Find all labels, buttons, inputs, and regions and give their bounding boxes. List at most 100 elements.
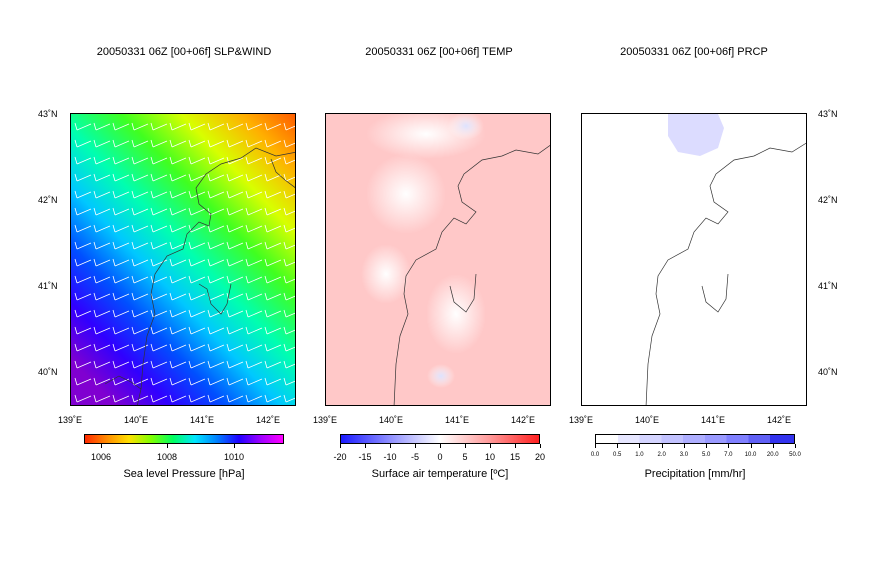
wind-barb xyxy=(93,139,111,148)
coastline xyxy=(393,144,550,405)
wind-barb xyxy=(131,190,149,199)
wind-barb xyxy=(74,190,92,199)
wind-barb xyxy=(131,360,149,369)
wind-barb xyxy=(74,377,92,386)
wind-barb xyxy=(131,394,149,403)
wind-barb xyxy=(245,275,263,284)
wind-barb xyxy=(74,122,92,131)
slp-tick-1010: 1010 xyxy=(223,452,245,462)
lon-label-142-p1: 142˚E xyxy=(255,415,281,425)
wind-barb xyxy=(264,173,282,182)
wind-barb xyxy=(169,190,187,199)
wind-barb xyxy=(112,275,130,284)
wind-barb xyxy=(264,343,282,352)
wind-barb xyxy=(188,360,206,369)
wind-barb xyxy=(283,377,295,386)
wind-barb xyxy=(93,292,111,301)
wind-barb xyxy=(283,156,295,165)
wind-barb xyxy=(74,360,92,369)
wind-barb xyxy=(112,190,130,199)
wind-barb xyxy=(188,139,206,148)
wind-barb xyxy=(245,377,263,386)
temperature-field xyxy=(326,114,550,405)
lon-label-139-p2: 139˚E xyxy=(312,415,338,425)
slp-field xyxy=(71,114,295,405)
lat-label-42-left: 42˚N xyxy=(38,195,58,205)
wind-barb xyxy=(264,258,282,267)
wind-barb xyxy=(131,309,149,318)
wind-barb xyxy=(131,139,149,148)
wind-barb xyxy=(150,156,168,165)
panel-title-temp: 20050331 06Z [00+06f] TEMP xyxy=(365,46,513,58)
wind-barb xyxy=(169,377,187,386)
wind-barb xyxy=(169,309,187,318)
lon-label-141-p2: 141˚E xyxy=(444,415,470,425)
wind-barb xyxy=(112,122,130,131)
wind-barb xyxy=(264,190,282,199)
lon-label-139-p1: 139˚E xyxy=(57,415,83,425)
wind-barb xyxy=(226,360,244,369)
temperature-tick: 10 xyxy=(484,452,496,462)
wind-barb xyxy=(207,190,225,199)
slp-tick-1008: 1008 xyxy=(156,452,178,462)
wind-barb xyxy=(74,343,92,352)
wind-barb xyxy=(131,173,149,182)
wind-barb xyxy=(74,309,92,318)
wind-barb xyxy=(150,258,168,267)
wind-barb xyxy=(169,207,187,216)
lon-label-140-p3: 140˚E xyxy=(634,415,660,425)
wind-barb xyxy=(226,258,244,267)
wind-barb xyxy=(283,326,295,335)
precipitation-area xyxy=(668,114,724,156)
wind-barb xyxy=(112,139,130,148)
wind-barb xyxy=(169,343,187,352)
wind-barb xyxy=(226,224,244,233)
temperature-tick: 20 xyxy=(534,452,546,462)
wind-barb xyxy=(207,156,225,165)
wind-barb xyxy=(226,190,244,199)
wind-barb xyxy=(226,275,244,284)
wind-barb xyxy=(150,173,168,182)
wind-barb xyxy=(169,224,187,233)
wind-barb xyxy=(74,326,92,335)
wind-barb xyxy=(74,394,92,403)
wind-barb xyxy=(207,224,225,233)
wind-barb xyxy=(112,360,130,369)
wind-barb xyxy=(226,326,244,335)
lat-label-42-right: 42˚N xyxy=(818,195,838,205)
precipitation-tick: 20.0 xyxy=(766,452,779,458)
wind-barb xyxy=(93,156,111,165)
wind-barb xyxy=(131,122,149,131)
wind-barb xyxy=(169,258,187,267)
lat-label-41-right: 41˚N xyxy=(818,281,838,291)
coastline xyxy=(645,142,806,405)
wind-barb xyxy=(188,190,206,199)
wind-barb xyxy=(169,292,187,301)
wind-barb xyxy=(207,326,225,335)
wind-barb xyxy=(264,394,282,403)
wind-barb xyxy=(150,275,168,284)
lon-label-141-p1: 141˚E xyxy=(189,415,215,425)
wind-barb xyxy=(207,275,225,284)
wind-barb xyxy=(93,258,111,267)
wind-barb xyxy=(264,275,282,284)
wind-barb xyxy=(188,258,206,267)
wind-barb xyxy=(150,241,168,250)
wind-barb xyxy=(93,122,111,131)
wind-barb xyxy=(188,275,206,284)
panel-title-slp: 20050331 06Z [00+06f] SLP&WIND xyxy=(96,46,272,58)
wind-barb xyxy=(226,156,244,165)
wind-barb xyxy=(245,360,263,369)
wind-barb xyxy=(131,207,149,216)
wind-barb xyxy=(131,224,149,233)
wind-barb xyxy=(283,224,295,233)
wind-barb xyxy=(93,360,111,369)
lat-label-40-right: 40˚N xyxy=(818,367,838,377)
wind-barb xyxy=(283,360,295,369)
precipitation-tick: 0.5 xyxy=(613,452,622,458)
wind-barb xyxy=(283,241,295,250)
wind-barb xyxy=(74,207,92,216)
wind-barb xyxy=(112,224,130,233)
temperature-tick: -20 xyxy=(333,452,347,462)
temperature-tick: -15 xyxy=(358,452,372,462)
